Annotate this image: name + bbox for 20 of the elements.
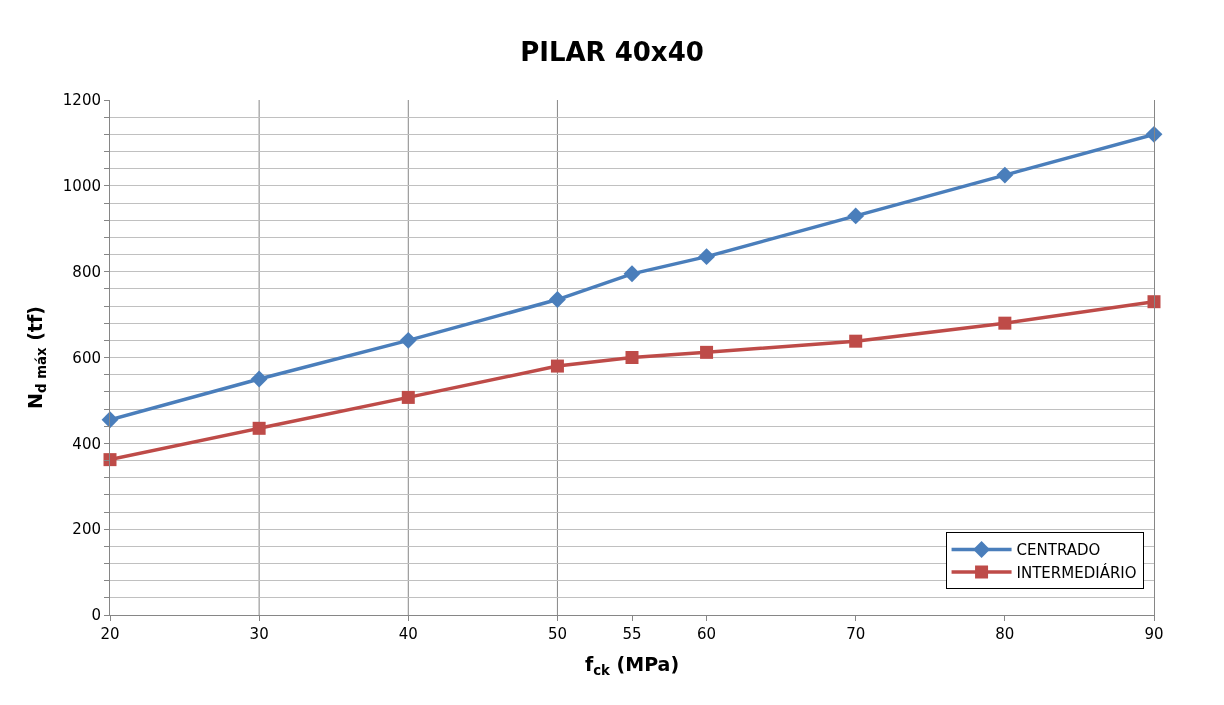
y-tick-label: 400 — [72, 434, 101, 453]
x-tick-label: 40 — [398, 625, 418, 643]
y-tick-label: 200 — [72, 520, 101, 539]
y-tick-label: 800 — [72, 262, 101, 281]
x-tick-label: 60 — [697, 625, 717, 643]
legend-label: INTERMEDIÁRIO — [1016, 562, 1137, 582]
x-tick-label: 20 — [100, 625, 120, 643]
y-tick-label: 1200 — [62, 91, 101, 110]
x-tick-label: 90 — [1144, 625, 1164, 643]
y-tick-label: 600 — [72, 348, 101, 367]
y-tick-label: 1000 — [62, 177, 101, 196]
chart-title: PILAR 40x40 — [520, 36, 704, 67]
legend-label: CENTRADO — [1016, 541, 1101, 560]
x-tick-label: 80 — [995, 625, 1015, 643]
x-tick-label: 55 — [622, 625, 642, 643]
x-axis-title: f$_{ck}$ (MPa) — [584, 652, 680, 678]
x-tick-label: 50 — [547, 625, 567, 643]
y-tick-label: 0 — [91, 606, 101, 625]
x-tick-label: 30 — [249, 625, 269, 643]
x-tick-label: 70 — [846, 625, 866, 643]
